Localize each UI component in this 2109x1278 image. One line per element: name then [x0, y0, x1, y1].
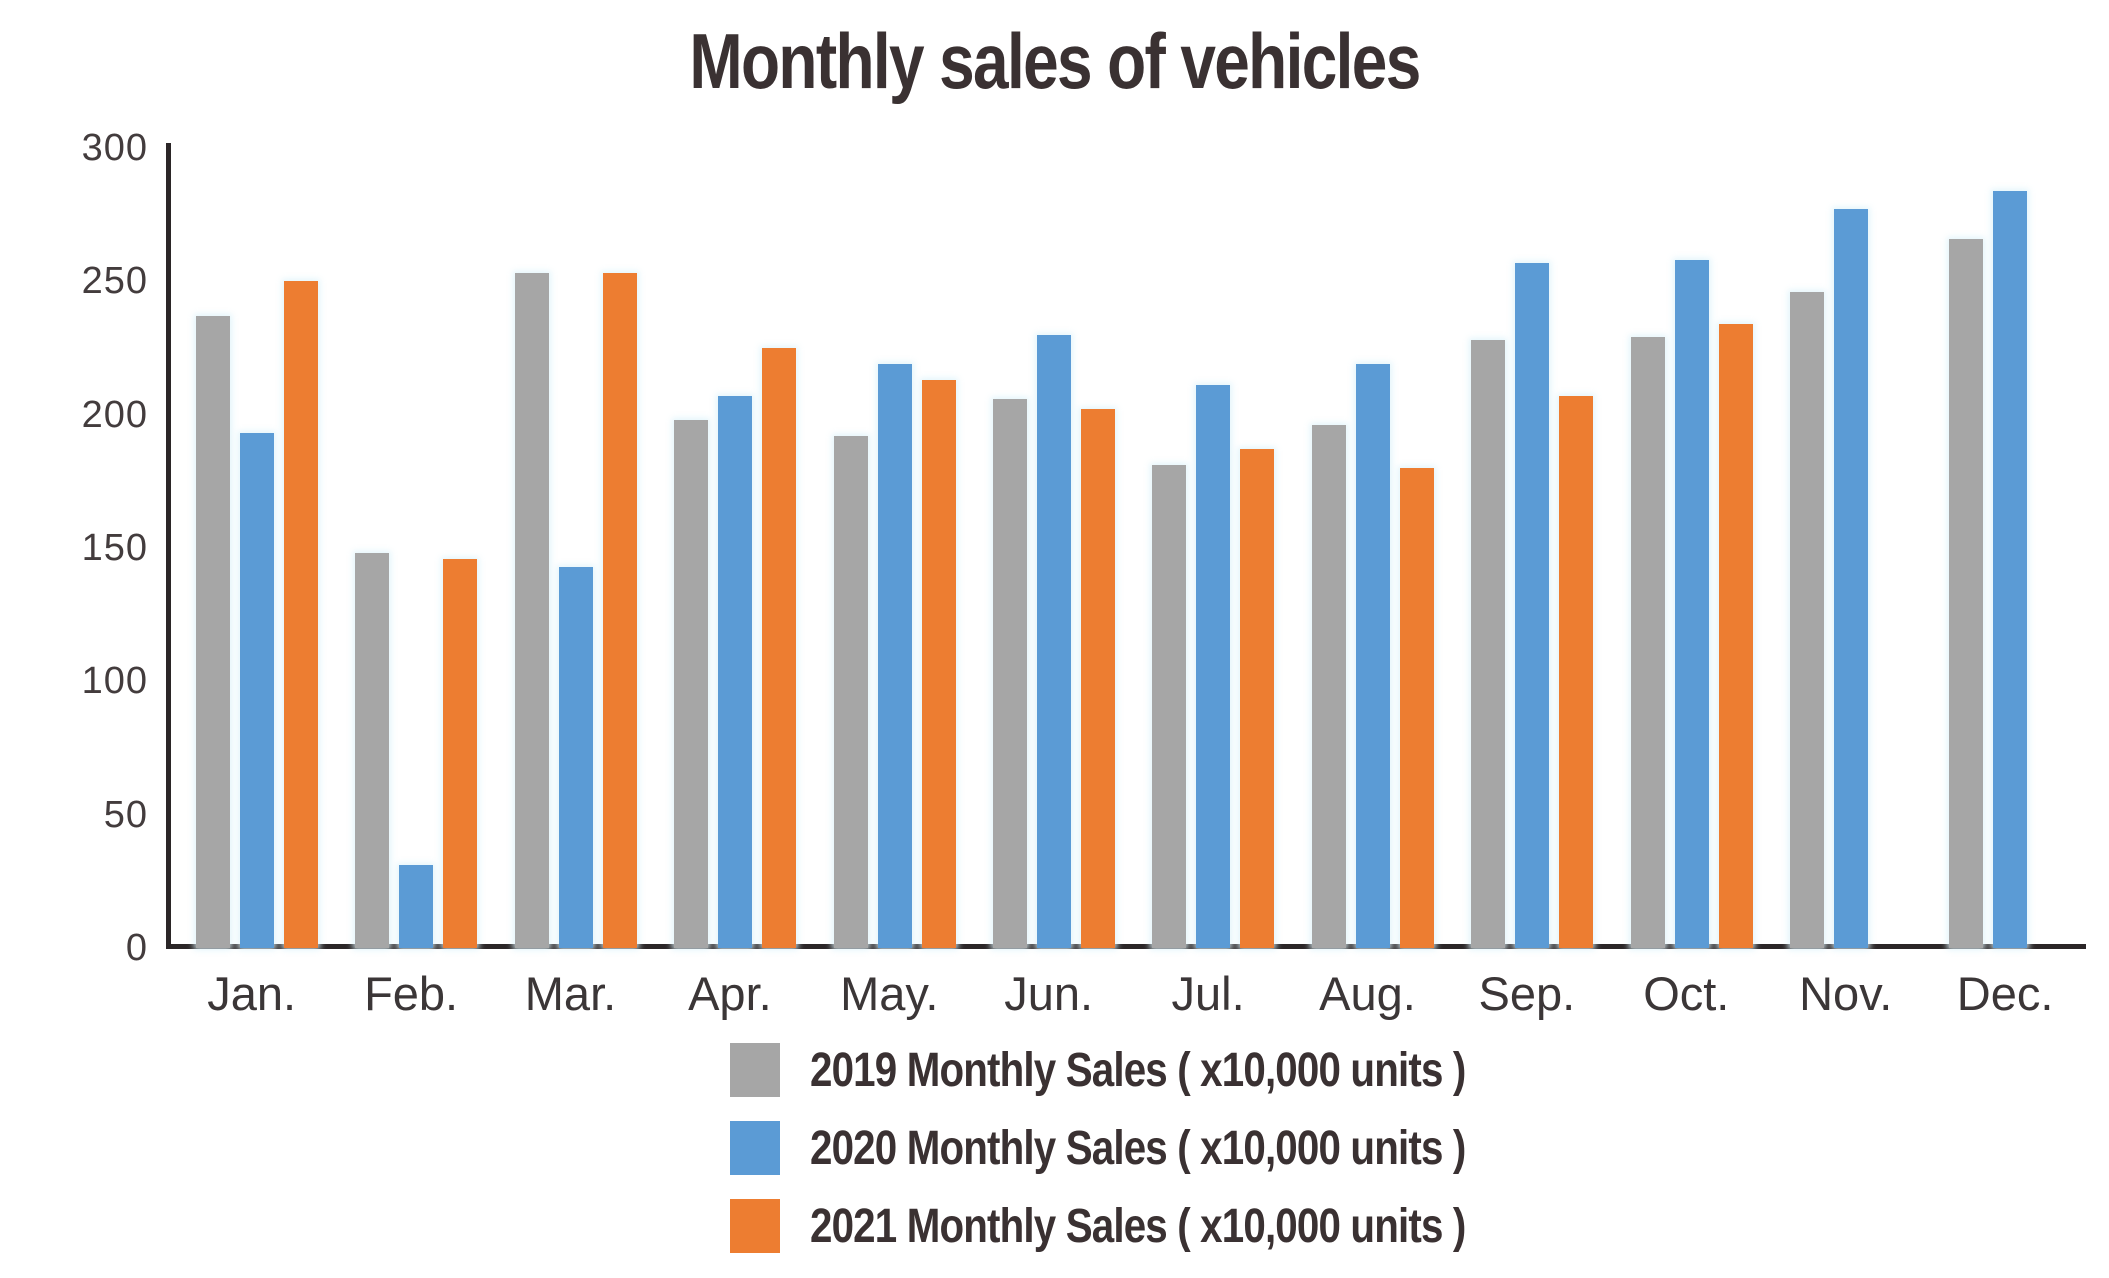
legend-swatch-2020 [730, 1121, 780, 1175]
x-tick-dec: Dec. [1956, 967, 2054, 1020]
bar-2020-oct [1674, 260, 1709, 948]
x-tick-sep: Sep. [1478, 967, 1576, 1020]
bar-2021-aug [1399, 468, 1434, 948]
x-axis-line [166, 944, 2086, 949]
chart-title: Monthly sales of vehicles [689, 17, 1421, 105]
bar-2019-jan [196, 316, 230, 948]
bar-2021-jun [1081, 409, 1115, 948]
x-tick-apr: Apr. [688, 967, 772, 1020]
bar-2019-nov [1790, 292, 1824, 948]
legend-item-2019: 2019 Monthly Sales ( x10,000 units ) [730, 1043, 1590, 1097]
x-tick-aug: Aug. [1319, 967, 1416, 1020]
legend: 2019 Monthly Sales ( x10,000 units ) 202… [730, 1043, 1590, 1277]
bar-2019-apr [674, 420, 709, 948]
y-tick-50: 50 [103, 793, 148, 836]
legend-label-2019: 2019 Monthly Sales ( x10,000 units ) [810, 1043, 1466, 1097]
x-tick-nov: Nov. [1799, 967, 1893, 1020]
x-tick-mar: Mar. [524, 967, 617, 1020]
bar-2021-may [921, 380, 956, 948]
bar-2021-oct [1718, 324, 1753, 948]
legend-item-2020: 2020 Monthly Sales ( x10,000 units ) [730, 1121, 1590, 1175]
bar-2020-mar [558, 566, 593, 948]
bar-2019-jun [993, 398, 1027, 948]
bar-2021-sep [1559, 396, 1594, 948]
x-tick-jun: Jun. [1004, 967, 1094, 1020]
x-tick-oct: Oct. [1643, 967, 1730, 1020]
bar-2019-mar [514, 273, 549, 948]
bar-2019-aug [1311, 425, 1346, 948]
bar-2021-jul [1240, 449, 1275, 948]
y-tick-150: 150 [81, 527, 148, 569]
legend-label-2021: 2021 Monthly Sales ( x10,000 units ) [810, 1199, 1466, 1253]
bar-2020-jul [1196, 385, 1231, 948]
bar-2019-jul [1152, 465, 1187, 948]
bar-2020-sep [1515, 262, 1550, 948]
bar-2020-jan [240, 433, 274, 948]
x-tick-may: May. [840, 967, 939, 1020]
bar-2020-feb [399, 865, 434, 948]
bar-2021-feb [443, 558, 478, 948]
x-tick-jul: Jul. [1171, 967, 1245, 1020]
y-axis-line [166, 143, 171, 949]
bar-2021-apr [762, 348, 797, 948]
y-tick-250: 250 [81, 260, 148, 303]
bar-2019-sep [1471, 340, 1506, 948]
y-tick-300: 300 [81, 127, 148, 169]
bar-2019-oct [1630, 337, 1665, 948]
y-tick-200: 200 [81, 393, 148, 436]
bar-2020-dec [1993, 190, 2028, 948]
bar-2021-mar [602, 273, 637, 948]
bar-2020-may [877, 364, 912, 948]
y-tick-0: 0 [125, 927, 148, 969]
bar-2019-may [833, 436, 868, 948]
legend-swatch-2019 [730, 1043, 780, 1097]
bar-2020-apr [718, 396, 753, 948]
bar-2019-feb [355, 553, 390, 948]
bar-2020-aug [1355, 364, 1390, 948]
bar-2021-jan [284, 281, 318, 948]
bar-2020-nov [1834, 209, 1868, 948]
bar-2020-jun [1037, 334, 1071, 948]
legend-label-2020: 2020 Monthly Sales ( x10,000 units ) [810, 1121, 1466, 1175]
y-tick-100: 100 [81, 660, 148, 703]
x-tick-feb: Feb. [364, 967, 459, 1020]
legend-item-2021: 2021 Monthly Sales ( x10,000 units ) [730, 1199, 1590, 1253]
legend-swatch-2021 [730, 1199, 780, 1253]
x-tick-jan: Jan. [207, 967, 297, 1020]
bar-2019-dec [1949, 238, 1984, 948]
